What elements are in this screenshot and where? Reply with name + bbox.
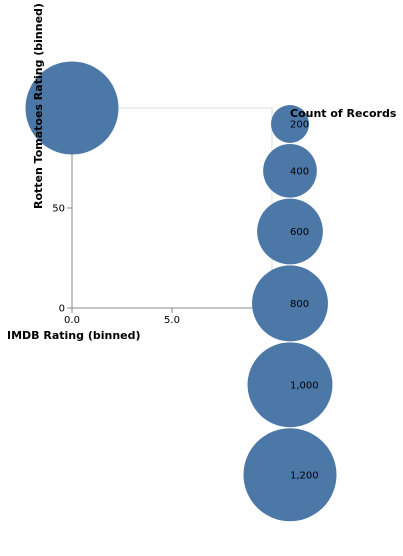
x-tick-label: 0.0 bbox=[64, 315, 80, 326]
legend-label: 600 bbox=[290, 227, 309, 238]
data-marks bbox=[25, 61, 119, 155]
legend-symbol bbox=[257, 198, 323, 265]
legend-symbol bbox=[243, 428, 337, 522]
y-axis-title: Rotten Tomatoes Rating (binned) bbox=[32, 3, 45, 209]
legend-label: 1,000 bbox=[290, 380, 319, 391]
y-axis-ticks: 0 50 bbox=[52, 204, 72, 315]
x-axis-ticks: 0.0 5.0 bbox=[64, 308, 180, 326]
legend-symbol bbox=[252, 265, 328, 342]
legend-title: Count of Records bbox=[290, 107, 397, 120]
legend-label: 800 bbox=[290, 299, 309, 310]
y-tick-label: 0 bbox=[59, 304, 65, 315]
legend-symbols: 200 400 600 800 1,000 1,200 bbox=[243, 105, 337, 522]
size-legend: 200 400 600 800 1,000 1,200 Count of Records bbox=[243, 105, 397, 522]
x-axis-title: IMDB Rating (binned) bbox=[7, 329, 141, 342]
plot-area: 0.0 5.0 0 50 bbox=[25, 61, 273, 326]
legend-symbol bbox=[247, 342, 333, 428]
legend-label: 1,200 bbox=[290, 470, 319, 481]
data-bubble bbox=[25, 61, 119, 155]
legend-label: 200 bbox=[290, 119, 309, 130]
legend-symbol bbox=[263, 143, 317, 198]
y-tick-label: 50 bbox=[52, 204, 65, 215]
legend-symbol bbox=[271, 105, 309, 143]
legend-label: 400 bbox=[290, 166, 309, 177]
x-tick-label: 5.0 bbox=[164, 315, 180, 326]
